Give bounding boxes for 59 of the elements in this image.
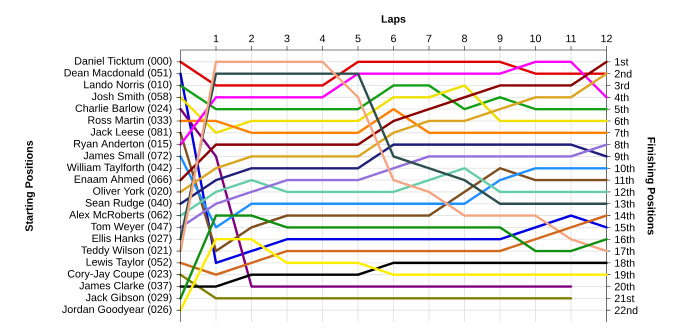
y-tick-label: 5th bbox=[614, 105, 628, 114]
x-tick-label: 4 bbox=[320, 34, 326, 42]
y-tick-label: 15th bbox=[615, 223, 634, 232]
text: Alex McRoberts (062) bbox=[69, 210, 172, 221]
x-tick-label: 10 bbox=[530, 34, 542, 42]
text: Jack Leese (081) bbox=[90, 128, 172, 138]
text: Jack Gibson (029) bbox=[86, 293, 172, 304]
y-tick-label: 17th bbox=[615, 247, 634, 255]
y-tick-label: 11th bbox=[615, 176, 634, 184]
y-tick-label: 18th bbox=[615, 258, 634, 267]
y-tick-label: 10th bbox=[615, 164, 634, 172]
x-tick-label: 5 bbox=[355, 34, 361, 42]
x-tick-label: 9 bbox=[498, 34, 502, 42]
y-tick-label: 2nd bbox=[614, 70, 632, 78]
y-tick-label: 13th bbox=[615, 200, 634, 208]
text: Ellis Hanks (027) bbox=[92, 234, 172, 244]
x-tick-label: 8 bbox=[462, 34, 467, 42]
text: Lando Norris (010) bbox=[84, 80, 172, 90]
x-tick-label: 6 bbox=[391, 34, 396, 42]
text: Josh Smith (058) bbox=[92, 92, 172, 102]
y-tick-label: 6th bbox=[614, 117, 628, 125]
text: Ross Martin (033) bbox=[88, 116, 172, 126]
text: Dean Macdonald (051) bbox=[64, 68, 172, 79]
x-tick-label: 11 bbox=[566, 34, 576, 42]
text: Enaam Ahmed (066) bbox=[74, 175, 172, 186]
y-tick-label: 22nd bbox=[614, 306, 638, 314]
y-tick-label: 21st bbox=[614, 294, 634, 302]
text: William Taylforth (042) bbox=[66, 163, 172, 174]
y-tick-label: 16th bbox=[615, 235, 634, 244]
x-tick-label: 2 bbox=[249, 34, 254, 42]
y-tick-label: 8th bbox=[614, 140, 628, 149]
x-tick-label: 12 bbox=[601, 34, 612, 42]
y-tick-label: 7th bbox=[614, 128, 628, 137]
text: Starting Positions bbox=[25, 140, 35, 232]
y-tick-label: 14th bbox=[615, 212, 634, 220]
x-tick-label: 1 bbox=[214, 34, 218, 42]
text: Teddy Wilson (021) bbox=[81, 246, 172, 256]
y-tick-label: 19th bbox=[615, 270, 634, 279]
y-tick-label: 12th bbox=[615, 188, 634, 196]
y-tick-label: 20th bbox=[614, 282, 634, 290]
x-axis-title: Laps bbox=[382, 15, 406, 25]
text: Lewis Taylor (052) bbox=[86, 258, 172, 268]
text: Cory-Jay Coupe (023) bbox=[68, 270, 172, 280]
text: James Clarke (037) bbox=[79, 282, 172, 292]
y-tick-label: 1st bbox=[615, 58, 628, 66]
text: Sean Rudge (040) bbox=[86, 198, 172, 209]
text: Jordan Goodyear (026) bbox=[62, 305, 172, 316]
text: James Small (072) bbox=[83, 151, 172, 162]
y-tick-label: 4th bbox=[614, 93, 628, 102]
x-tick-label: 7 bbox=[426, 34, 432, 42]
text: Daniel Ticktum (000) bbox=[75, 56, 172, 67]
text: Charlie Barlow (024) bbox=[76, 104, 172, 114]
text: Ryan Anderton (015) bbox=[74, 140, 172, 150]
y-axis-title: Finishing Positions bbox=[645, 138, 656, 235]
text: Oliver York (020) bbox=[93, 186, 172, 197]
y-tick-label: 9th bbox=[614, 152, 628, 160]
y-tick-label: 3rd bbox=[614, 82, 630, 90]
x-tick-label: 3 bbox=[284, 34, 290, 42]
text: Tom Weyer (047) bbox=[90, 222, 172, 232]
